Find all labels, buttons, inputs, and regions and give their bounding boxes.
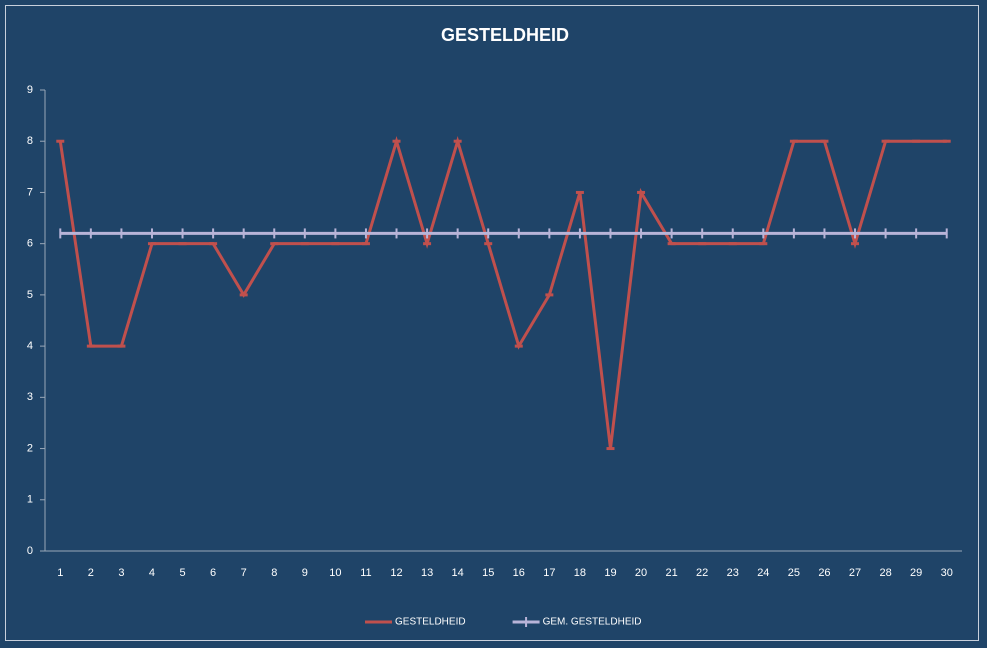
x-tick-label: 15 [482, 567, 494, 579]
x-tick-label: 27 [849, 567, 861, 579]
x-tick-label: 9 [302, 567, 308, 579]
x-tick-label: 30 [941, 567, 953, 579]
y-tick-label: 5 [27, 289, 33, 301]
x-tick-label: 13 [421, 567, 433, 579]
legend-label: GEM. GESTELDHEID [543, 617, 642, 628]
x-tick-label: 17 [543, 567, 555, 579]
x-tick-label: 12 [390, 567, 402, 579]
x-tick-label: 19 [604, 567, 616, 579]
chart-title: GESTELDHEID [441, 25, 569, 45]
y-tick-label: 2 [27, 442, 33, 454]
legend-label: GESTELDHEID [395, 617, 466, 628]
series-line [58, 135, 947, 449]
y-tick-label: 3 [27, 391, 33, 403]
x-tick-label: 24 [757, 567, 769, 579]
chart-border [5, 5, 979, 641]
x-tick-label: 1 [57, 567, 63, 579]
x-tick-label: 3 [118, 567, 124, 579]
x-tick-label: 25 [788, 567, 800, 579]
x-tick-label: 18 [574, 567, 586, 579]
x-tick-label: 10 [329, 567, 341, 579]
y-tick-label: 9 [27, 84, 33, 96]
y-tick-label: 0 [27, 545, 33, 557]
x-tick-label: 20 [635, 567, 647, 579]
x-tick-label: 21 [665, 567, 677, 579]
x-tick-label: 8 [271, 567, 277, 579]
x-tick-label: 5 [179, 567, 185, 579]
x-tick-label: 23 [727, 567, 739, 579]
x-tick-label: 22 [696, 567, 708, 579]
x-tick-label: 14 [452, 567, 464, 579]
x-tick-label: 2 [88, 567, 94, 579]
x-tick-label: 7 [241, 567, 247, 579]
y-tick-label: 7 [27, 186, 33, 198]
y-tick-label: 6 [27, 238, 33, 250]
x-tick-label: 11 [360, 567, 371, 579]
y-tick-label: 8 [27, 135, 33, 147]
x-tick-label: 28 [879, 567, 891, 579]
x-tick-label: 4 [149, 567, 155, 579]
x-tick-label: 29 [910, 567, 922, 579]
y-tick-label: 1 [27, 494, 33, 506]
y-tick-label: 4 [27, 340, 33, 352]
x-tick-label: 26 [818, 567, 830, 579]
x-tick-label: 6 [210, 567, 216, 579]
x-tick-label: 16 [513, 567, 525, 579]
